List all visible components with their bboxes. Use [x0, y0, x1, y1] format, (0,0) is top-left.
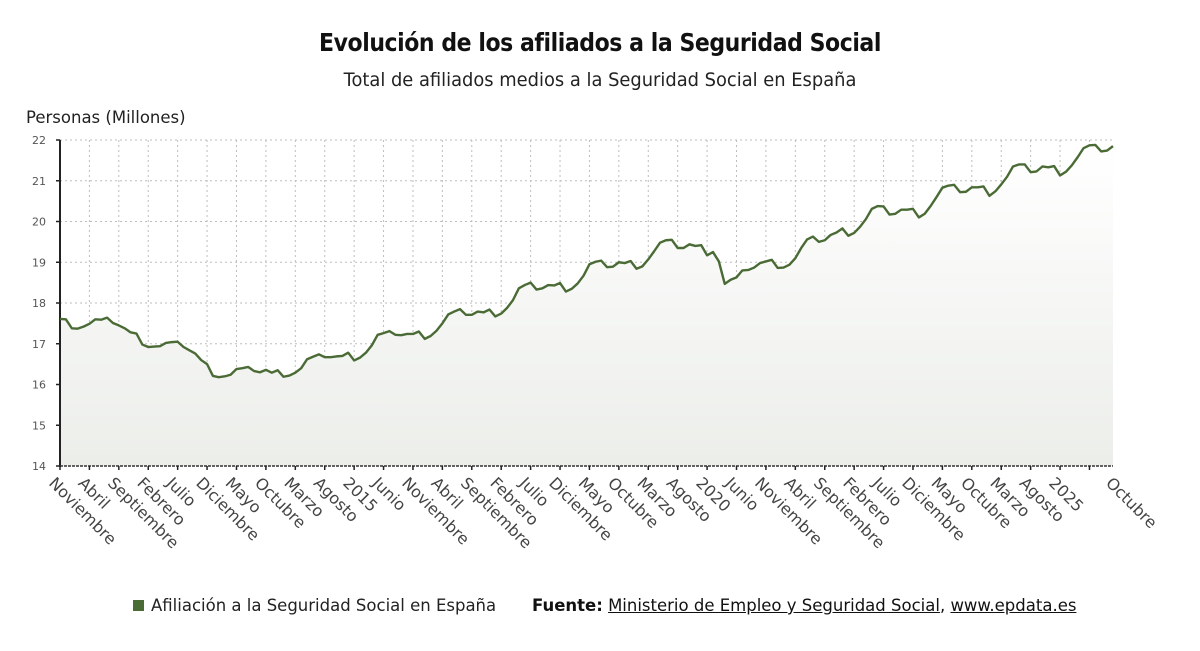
y-tick-labels: 14 15 16 17 18 19 20 21 22 [32, 134, 46, 473]
y-tick-label: 14 [32, 460, 46, 473]
source-link-epdata[interactable]: www.epdata.es [950, 596, 1077, 615]
chart-title: Evolución de los afiliados a la Segurida… [319, 28, 881, 57]
legend-label: Afiliación a la Seguridad Social en Espa… [151, 596, 497, 615]
source-prefix: Fuente: [532, 596, 603, 615]
source-separator: , [939, 596, 946, 615]
y-tick-label: 16 [32, 379, 46, 392]
series-area [60, 144, 1113, 466]
y-tick-label: 22 [32, 134, 46, 147]
y-tick-label: 20 [32, 216, 46, 229]
y-tick-label: 19 [32, 256, 46, 269]
source-link-ministerio[interactable]: Ministerio de Empleo y Seguridad Social [608, 596, 940, 615]
y-axis-label: Personas (Millones) [26, 108, 186, 127]
series-line [59, 143, 1114, 379]
axes [56, 139, 1113, 470]
legend: Afiliación a la Seguridad Social en Espa… [133, 596, 496, 615]
legend-swatch [133, 600, 144, 611]
source-credit: Fuente: Ministerio de Empleo y Seguridad… [532, 596, 1076, 615]
x-tick-label-last: Octubre [1102, 473, 1161, 532]
x-tick-labels: NoviembreAbrilSeptiembreFebreroJulioDici… [45, 473, 1161, 553]
y-tick-label: 21 [32, 175, 46, 188]
y-tick-label: 18 [32, 297, 46, 310]
y-tick-label: 17 [32, 338, 46, 351]
series-points [59, 144, 1114, 378]
chart-subtitle: Total de afiliados medios a la Seguridad… [343, 69, 857, 91]
y-tick-label: 15 [32, 419, 46, 432]
